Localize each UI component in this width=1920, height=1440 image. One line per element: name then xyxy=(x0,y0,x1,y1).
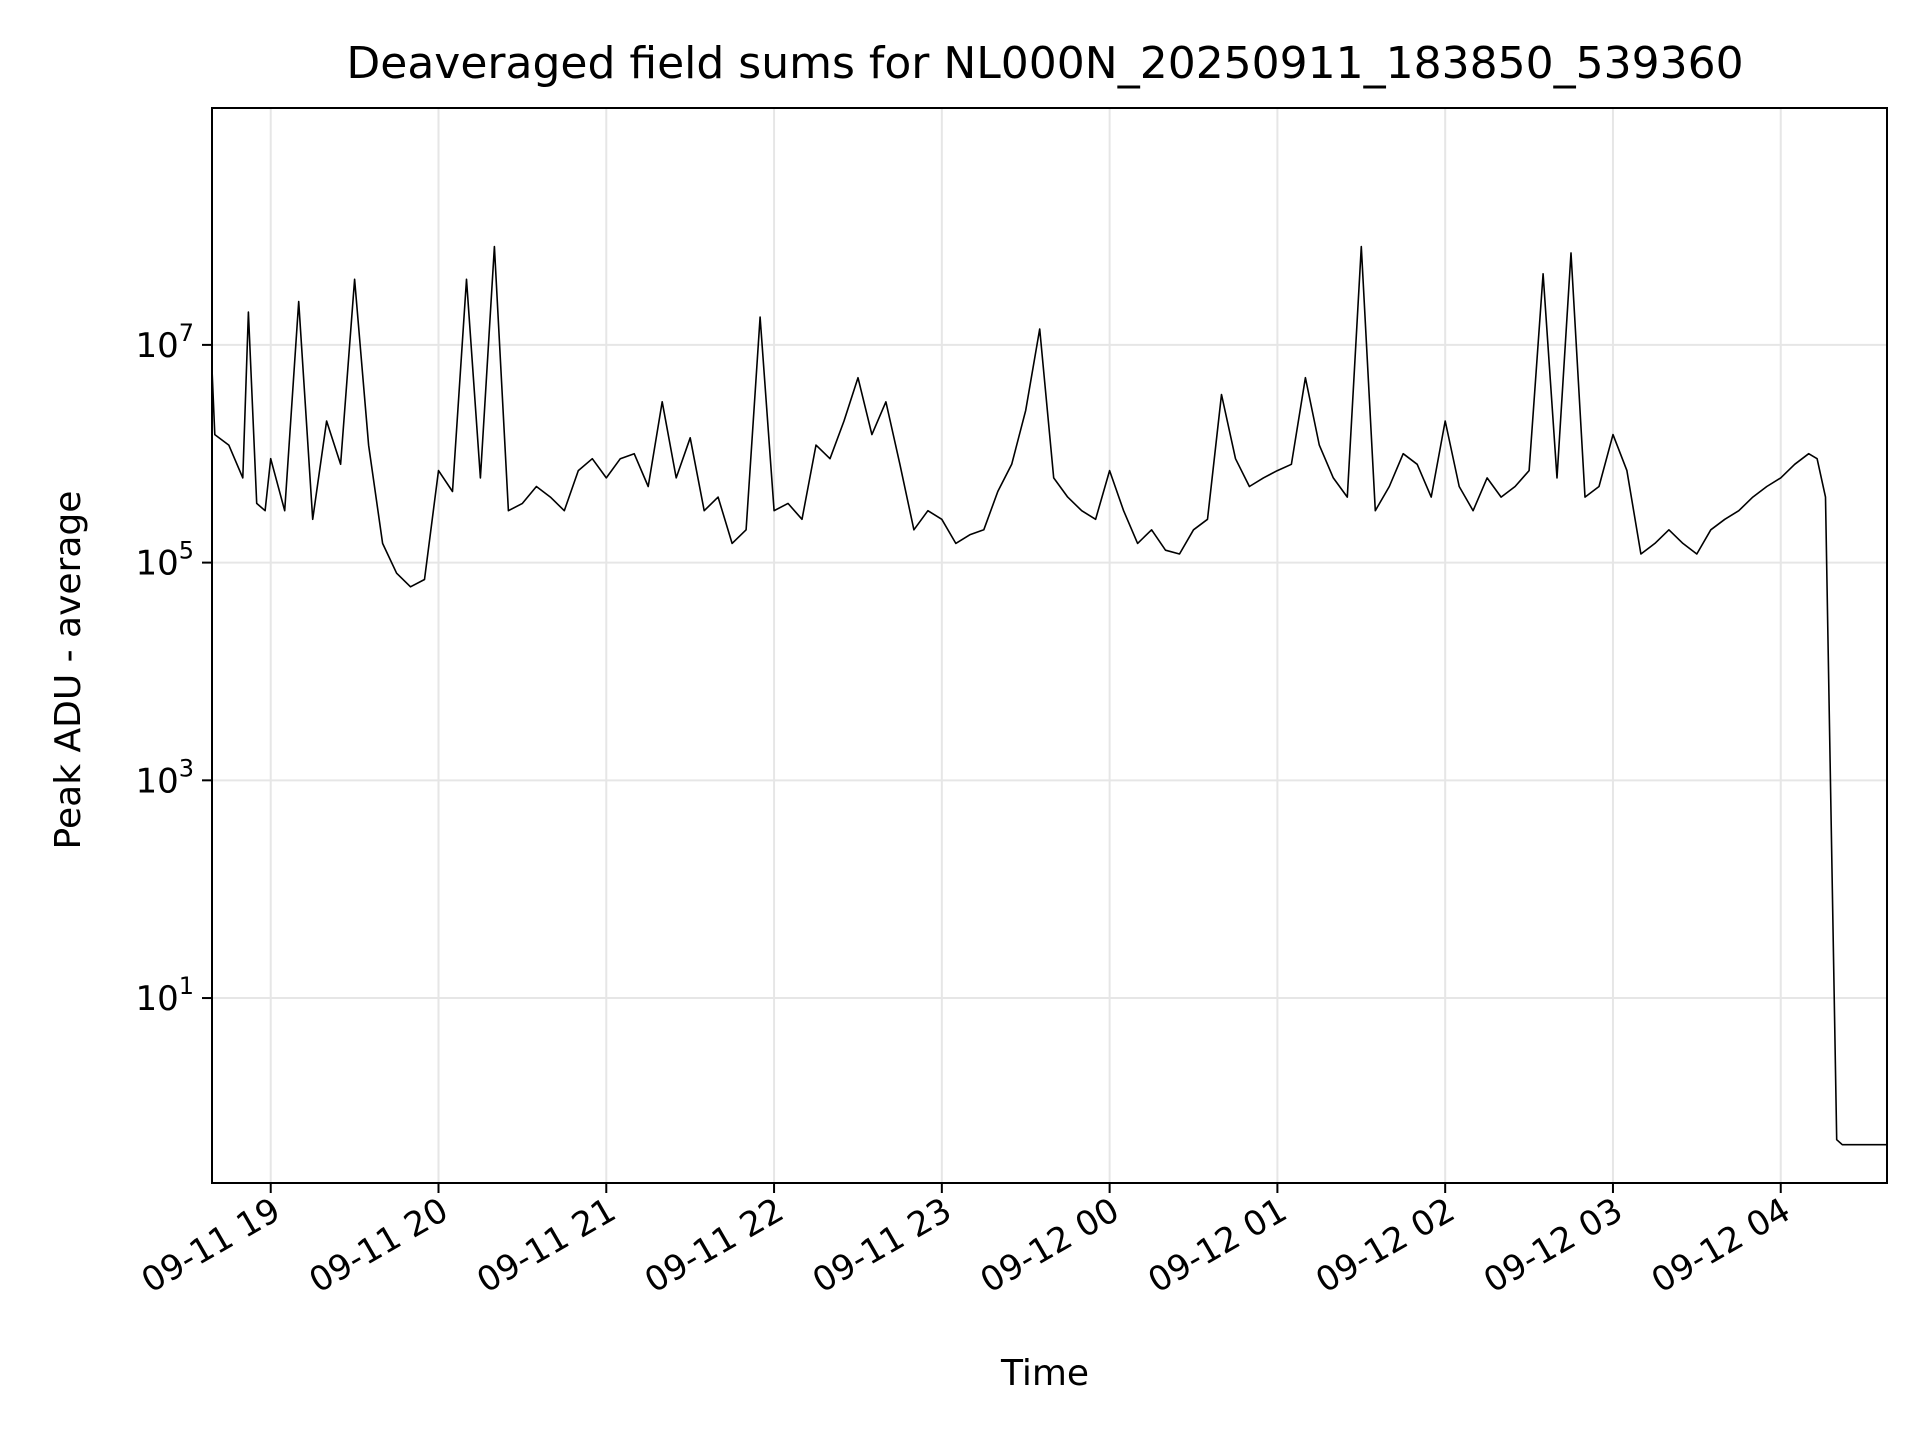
y-tick-label: 101 xyxy=(135,972,194,1019)
y-tick-base: 10 xyxy=(135,761,178,801)
y-tick-exponent: 5 xyxy=(179,537,194,565)
chart-title: Deaveraged field sums for NL000N_2025091… xyxy=(346,38,1743,89)
y-tick-exponent: 1 xyxy=(179,972,194,1000)
plot-area-frame xyxy=(211,107,1888,1184)
grid xyxy=(212,108,1887,1183)
x-axis-label: Time xyxy=(1000,1353,1089,1394)
y-tick-base: 10 xyxy=(135,326,178,366)
y-tick-label: 105 xyxy=(135,537,194,584)
y-tick-base: 10 xyxy=(135,979,178,1019)
series-line xyxy=(211,245,1887,1146)
y-axis-label: Peak ADU - average xyxy=(48,491,89,850)
y-tick-label: 103 xyxy=(135,754,194,801)
series-layer xyxy=(211,245,1887,1146)
y-tick-exponent: 3 xyxy=(179,754,194,782)
y-tick-exponent: 7 xyxy=(179,319,194,347)
y-tick-label: 107 xyxy=(135,319,194,366)
y-tick-base: 10 xyxy=(135,544,178,584)
